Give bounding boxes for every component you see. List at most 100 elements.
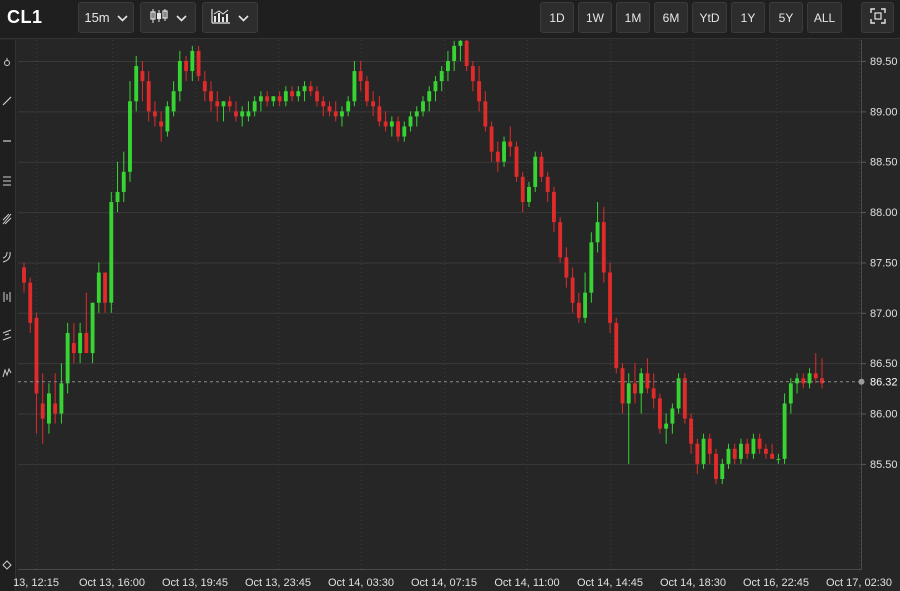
candle [290, 86, 295, 102]
range-ytd-button[interactable]: YtD [692, 2, 727, 33]
candle-body [714, 453, 718, 479]
candle-body [489, 126, 494, 152]
pitchfork-icon[interactable] [0, 206, 14, 232]
y-tick-label: 89.00 [870, 106, 898, 118]
candle [240, 106, 245, 127]
candle [427, 86, 432, 112]
arc-icon[interactable] [0, 244, 14, 270]
candle [545, 171, 550, 203]
candle [53, 373, 58, 424]
last-price-marker [858, 378, 865, 385]
horizontal-line-icon[interactable] [0, 128, 14, 154]
candle-body [583, 292, 588, 318]
candle-body [215, 101, 220, 107]
candle-body [377, 106, 382, 122]
candle-body [626, 383, 631, 404]
candle-body [171, 91, 176, 112]
candle-body [290, 91, 295, 97]
fullscreen-button[interactable] [861, 2, 894, 33]
candle-body [84, 332, 89, 354]
candle-body [707, 438, 712, 454]
channel-icon[interactable] [0, 322, 14, 348]
range-6m-button[interactable]: 6M [654, 2, 688, 33]
price-chart[interactable]: 89.50 89.00 88.50 88.00 87.50 87.00 86.50 86.00… [0, 40, 900, 591]
candle [78, 322, 83, 364]
candle-body [177, 61, 182, 92]
crosshair-icon[interactable] [0, 50, 14, 76]
candle-body [633, 383, 637, 394]
candle-body [495, 151, 500, 162]
candle-body [78, 332, 83, 354]
candle-body [763, 448, 768, 454]
candle-body [551, 191, 556, 223]
candle-body [371, 101, 376, 107]
candle-body [165, 106, 170, 132]
candle-body [514, 146, 519, 177]
elliott-wave-icon[interactable] [0, 360, 14, 386]
candle [265, 91, 270, 107]
candle [714, 448, 718, 485]
candle-body [614, 322, 619, 369]
candle-body [564, 257, 569, 278]
candle-body [59, 383, 64, 414]
trendline-icon[interactable] [0, 88, 14, 114]
y-tick-label: 89.50 [870, 56, 898, 68]
gann-icon[interactable] [0, 284, 14, 310]
candle [732, 443, 737, 464]
candle-body [22, 267, 26, 283]
candle [90, 302, 95, 364]
range-all-button[interactable]: ALL [807, 2, 842, 33]
y-tick-label: 86.50 [870, 358, 898, 370]
candle [202, 71, 207, 102]
x-tick-label: Oct 16, 22:45 [743, 577, 809, 589]
candle [227, 96, 232, 112]
candle [402, 121, 407, 142]
candle [246, 101, 251, 122]
y-tick-label: 88.50 [870, 157, 898, 169]
candle-body [720, 463, 725, 479]
candle-body [96, 272, 101, 303]
fibonacci-icon[interactable] [0, 168, 14, 194]
range-5y-button[interactable]: 5Y [769, 2, 803, 33]
indicators-dropdown[interactable] [202, 2, 258, 33]
candle [103, 272, 107, 313]
range-1y-button[interactable]: 1Y [731, 2, 765, 33]
interval-dropdown[interactable]: 15m [78, 2, 134, 33]
chart-style-dropdown[interactable] [140, 2, 196, 33]
symbol-label[interactable]: CL1 [7, 7, 43, 27]
candle [165, 101, 170, 137]
candle [389, 116, 394, 137]
candle-body [308, 86, 313, 92]
indicator-chart-icon [211, 8, 231, 27]
range-1m-button[interactable]: 1M [616, 2, 650, 33]
candle [707, 433, 712, 464]
candle [633, 363, 637, 404]
candle-body [813, 373, 818, 379]
candle-body [801, 378, 806, 384]
candle-body [539, 156, 544, 177]
range-1w-button[interactable]: 1W [578, 2, 612, 33]
candle [128, 81, 132, 182]
candle-body [745, 443, 750, 454]
candle [458, 40, 463, 61]
candle-body [90, 302, 95, 354]
candle-body [184, 61, 189, 72]
candle [651, 373, 656, 409]
candle-body [383, 121, 388, 127]
candle [364, 76, 369, 107]
candle-body [28, 282, 33, 323]
candle [601, 207, 606, 283]
candle [327, 101, 332, 117]
candle-body [421, 101, 425, 112]
candle [134, 55, 139, 112]
candle [315, 86, 319, 107]
candle [177, 50, 182, 102]
candle [726, 443, 731, 469]
candle-body [651, 388, 656, 399]
candle [558, 217, 563, 263]
candle [595, 202, 600, 253]
eraser-icon[interactable] [0, 552, 14, 578]
candle-body [103, 272, 107, 303]
range-1d-button[interactable]: 1D [540, 2, 574, 33]
candle [446, 50, 450, 82]
